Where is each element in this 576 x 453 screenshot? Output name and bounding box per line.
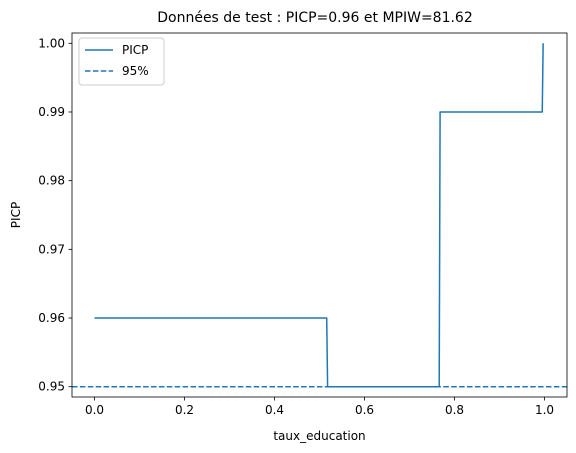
x-tick-label: 0.2 <box>175 403 194 417</box>
y-tick-label: 0.98 <box>38 174 65 188</box>
x-tick-label: 1.0 <box>535 403 554 417</box>
y-axis: 0.95 0.96 0.97 0.98 0.99 1.00 <box>38 36 72 394</box>
x-tick-label: 0.4 <box>265 403 284 417</box>
legend: PICP 95% <box>78 37 165 86</box>
legend-label-95: 95% <box>122 64 149 78</box>
y-axis-label: PICP <box>9 202 23 228</box>
plot-area <box>71 32 568 398</box>
chart-title: Données de test : PICP=0.96 et MPIW=81.6… <box>157 10 473 26</box>
series-layer <box>72 43 567 388</box>
y-tick-label: 0.99 <box>38 105 65 119</box>
y-tick-label: 1.00 <box>38 36 65 50</box>
y-tick-label: 0.96 <box>38 311 65 325</box>
x-tick-label: 0.6 <box>355 403 374 417</box>
x-axis: 0.0 0.2 0.4 0.6 0.8 1.0 <box>85 397 554 417</box>
x-tick-label: 0.0 <box>85 403 104 417</box>
y-tick-label: 0.95 <box>38 380 65 394</box>
x-axis-label: taux_education <box>273 429 365 443</box>
legend-label-picp: PICP <box>122 43 148 57</box>
x-tick-label: 0.8 <box>445 403 464 417</box>
plot-frame <box>71 32 568 398</box>
y-tick-label: 0.97 <box>38 242 65 256</box>
